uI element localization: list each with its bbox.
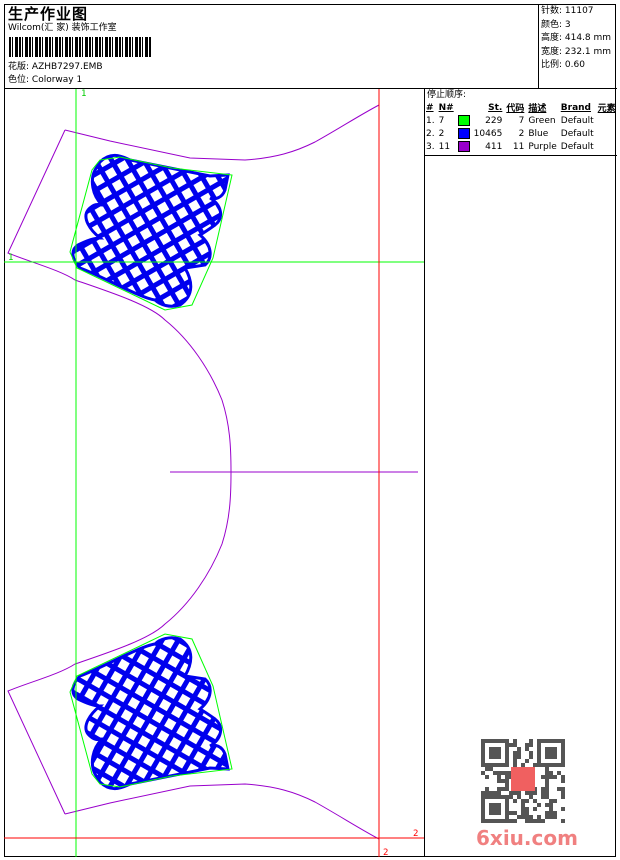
column-header: 元素 [597, 104, 616, 114]
column-header: N# [438, 102, 454, 113]
top-motif [6, 103, 381, 474]
guide-label: 1 [81, 89, 86, 99]
row-index: 2. [426, 128, 435, 139]
color-description: Purple [528, 141, 557, 152]
color-code: 11 [512, 141, 525, 152]
qr-code [481, 739, 565, 823]
color-swatch [457, 115, 470, 126]
stitch-count: 229 [485, 115, 503, 126]
colorway-label: 色位: [8, 75, 30, 85]
brand: Default [560, 115, 594, 126]
column-header: # [426, 102, 434, 113]
color-count: 颜色: 3 [541, 19, 571, 30]
barcode [9, 37, 152, 57]
page-frame [4, 4, 616, 857]
divider [424, 88, 425, 857]
seal-logo [511, 767, 535, 791]
row-index: 3. [426, 141, 435, 152]
guide-label: 1 [8, 253, 13, 263]
column-header: 代码 [506, 104, 525, 114]
page-title: 生产作业图 [8, 5, 89, 23]
divider [424, 155, 617, 156]
design-label: 花版: [8, 62, 30, 72]
watermark: 6xiu.com [476, 826, 578, 850]
color-code: 2 [518, 128, 525, 139]
stitch-count: 10465 [473, 128, 503, 139]
design-file: 花版: AZHB7297.EMB [8, 61, 103, 73]
stop-row: 3. 11 411 11 Purple Default [424, 140, 618, 153]
needle-number: 11 [438, 141, 451, 152]
design-height: 高度: 414.8 mm [541, 33, 612, 43]
color-swatch [457, 128, 470, 139]
color-description: Green [528, 115, 556, 126]
company-name: Wilcom(汇 家) 装饰工作室 [8, 23, 117, 33]
guide-label: 2 [413, 829, 418, 839]
column-header: Brand [560, 102, 591, 113]
column-header: 描述 [528, 104, 547, 114]
stop-sequence-title: 停止顺序: [427, 90, 467, 100]
stop-sequence-table: # N# St. 代码 描述 Brand 元素 1. 7 229 7 Green Defau… [424, 101, 618, 153]
stitch-count: 411 [485, 141, 503, 152]
stop-row: 2. 2 10465 2 Blue Default [424, 127, 618, 140]
needle-number: 7 [438, 115, 445, 126]
stop-row: 1. 7 229 7 Green Default [424, 114, 618, 127]
color-swatch-cell [456, 127, 472, 140]
stitch-count: 针数: 11107 [541, 6, 594, 16]
brand: Default [560, 141, 594, 152]
design-width: 宽度: 232.1 mm [541, 46, 612, 57]
color-swatch-cell [456, 140, 472, 153]
guide-label: 2 [383, 848, 388, 858]
design-scale: 比例: 0.60 [541, 60, 585, 70]
row-index: 1. [426, 115, 435, 126]
divider [538, 4, 539, 88]
color-code: 7 [518, 115, 525, 126]
needle-number: 2 [438, 128, 445, 139]
brand: Default [560, 128, 594, 139]
divider [4, 88, 617, 89]
column-header: St. [488, 102, 503, 113]
colorway: 色位: Colorway 1 [8, 74, 82, 86]
design-value: AZHB7297.EMB [31, 62, 103, 72]
colorway-value: Colorway 1 [31, 75, 83, 85]
color-description: Blue [528, 128, 549, 139]
color-swatch [457, 141, 470, 152]
color-swatch-cell [456, 114, 472, 127]
design-stats: 针数: 11107 颜色: 3 高度: 414.8 mm 宽度: 232.1 m… [541, 5, 611, 73]
bottom-motif [6, 470, 381, 841]
